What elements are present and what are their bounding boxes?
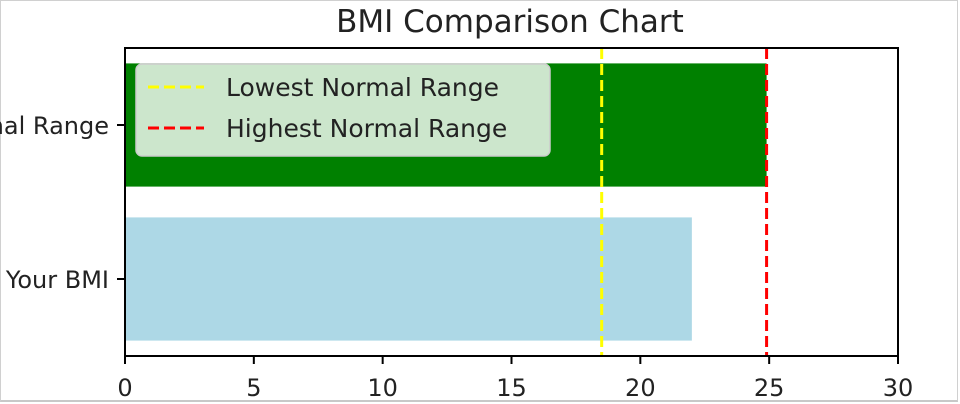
legend-box bbox=[135, 63, 551, 157]
y-tick-label-your-bmi: Your BMI bbox=[5, 266, 109, 294]
x-tick-label-5: 5 bbox=[246, 374, 261, 402]
reference-lines-layer bbox=[600, 48, 769, 356]
x-tick-label-0: 0 bbox=[117, 374, 132, 402]
x-axis: 0 5 10 15 20 25 30 bbox=[117, 356, 913, 402]
y-axis: Your BMI Normal Range bbox=[0, 112, 125, 294]
x-tick-label-20: 20 bbox=[625, 374, 656, 402]
legend-label-highest-normal-range: Highest Normal Range bbox=[226, 114, 507, 143]
bar-your-bmi bbox=[125, 217, 692, 341]
x-tick-label-25: 25 bbox=[754, 374, 785, 402]
x-tick-label-30: 30 bbox=[883, 374, 914, 402]
legend: Lowest Normal Range Highest Normal Range bbox=[135, 63, 551, 157]
y-tick-label-normal-range: Normal Range bbox=[0, 112, 109, 140]
x-tick-label-15: 15 bbox=[496, 374, 527, 402]
legend-label-lowest-normal-range: Lowest Normal Range bbox=[226, 73, 499, 102]
x-tick-label-10: 10 bbox=[367, 374, 398, 402]
chart-title: BMI Comparison Chart bbox=[336, 4, 684, 40]
